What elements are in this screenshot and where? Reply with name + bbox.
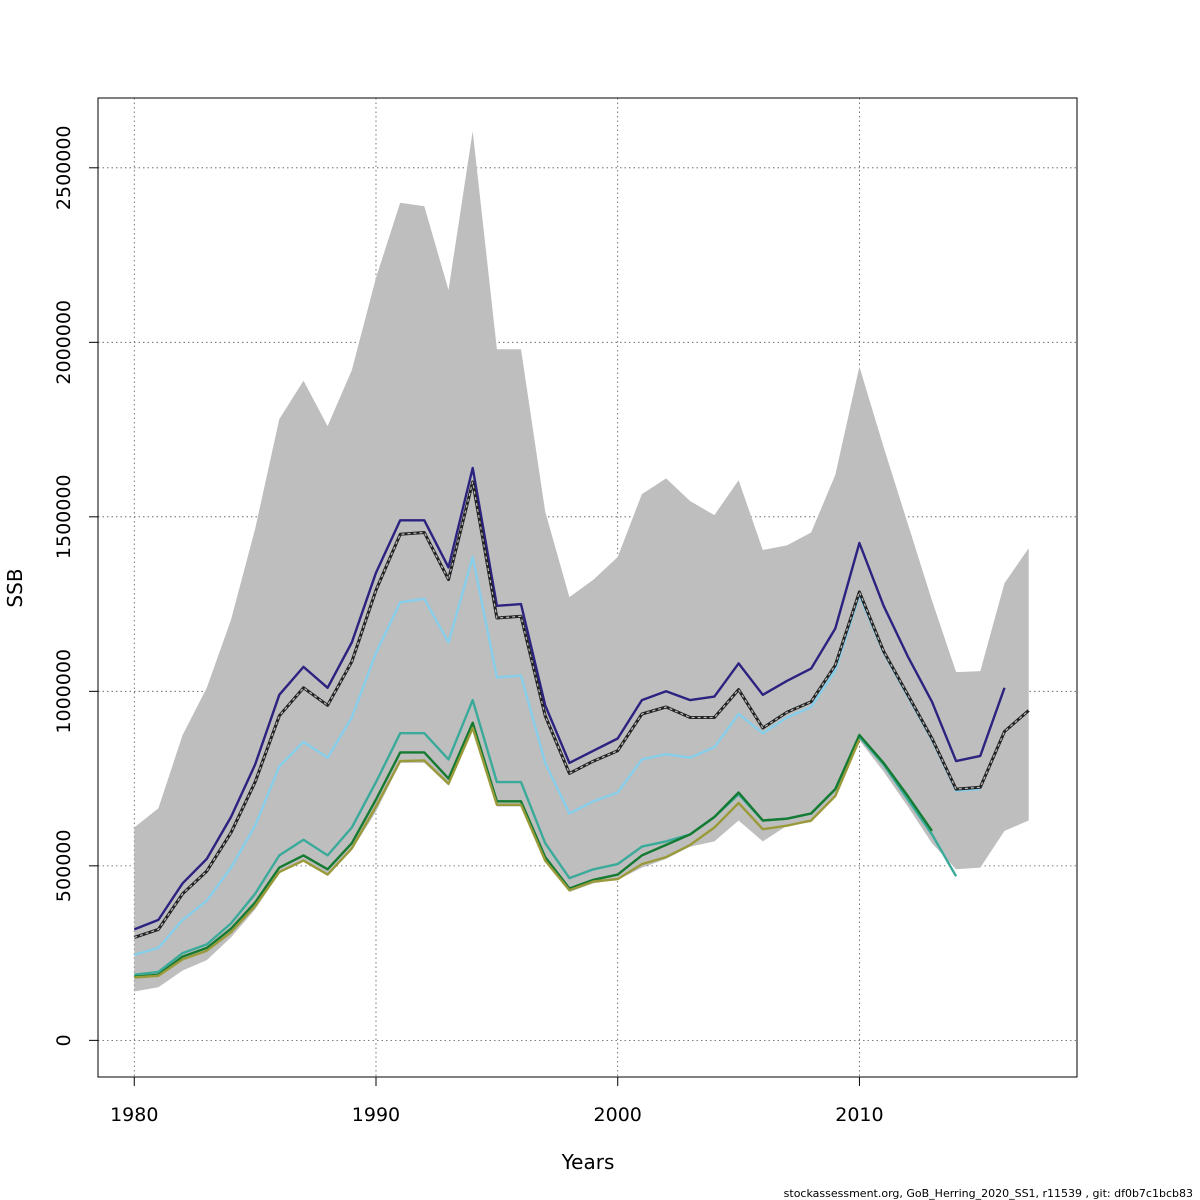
y-tick-label-5: 2500000: [53, 125, 75, 210]
y-tick-label-2: 1000000: [53, 649, 75, 734]
y-axis-title: SSB: [3, 568, 27, 607]
series-line-peel1: [133, 466, 1006, 931]
series-lines: [133, 466, 1030, 979]
x-tick-label-0: 1980: [110, 1104, 158, 1126]
y-tick-label-0: 0: [53, 1034, 75, 1046]
x-tick-label-1: 1990: [352, 1104, 400, 1126]
y-tick-label-3: 1500000: [53, 474, 75, 559]
y-tick-label-1: 500000: [53, 830, 75, 903]
x-axis: 1980 1990 2000 2010: [110, 1077, 884, 1126]
series-line-peel4: [134, 721, 933, 978]
series-line-peel2: [133, 555, 981, 956]
y-tick-label-4: 2000000: [53, 300, 75, 385]
plot-frame: [97, 97, 1078, 1078]
x-tick-label-2: 2000: [594, 1104, 642, 1126]
confidence-band: [134, 131, 1029, 992]
x-tick-label-3: 2010: [835, 1104, 883, 1126]
footer-note: stockassessment.org, GoB_Herring_2020_SS…: [784, 1187, 1193, 1200]
x-axis-title: Years: [561, 1150, 615, 1174]
series-line-peel5: [134, 726, 861, 979]
confidence-band-area: [134, 131, 1029, 992]
y-axis: 0 500000 1000000 1500000 2000000 2500000: [53, 125, 98, 1046]
series-line-base-dash: [134, 481, 1030, 938]
